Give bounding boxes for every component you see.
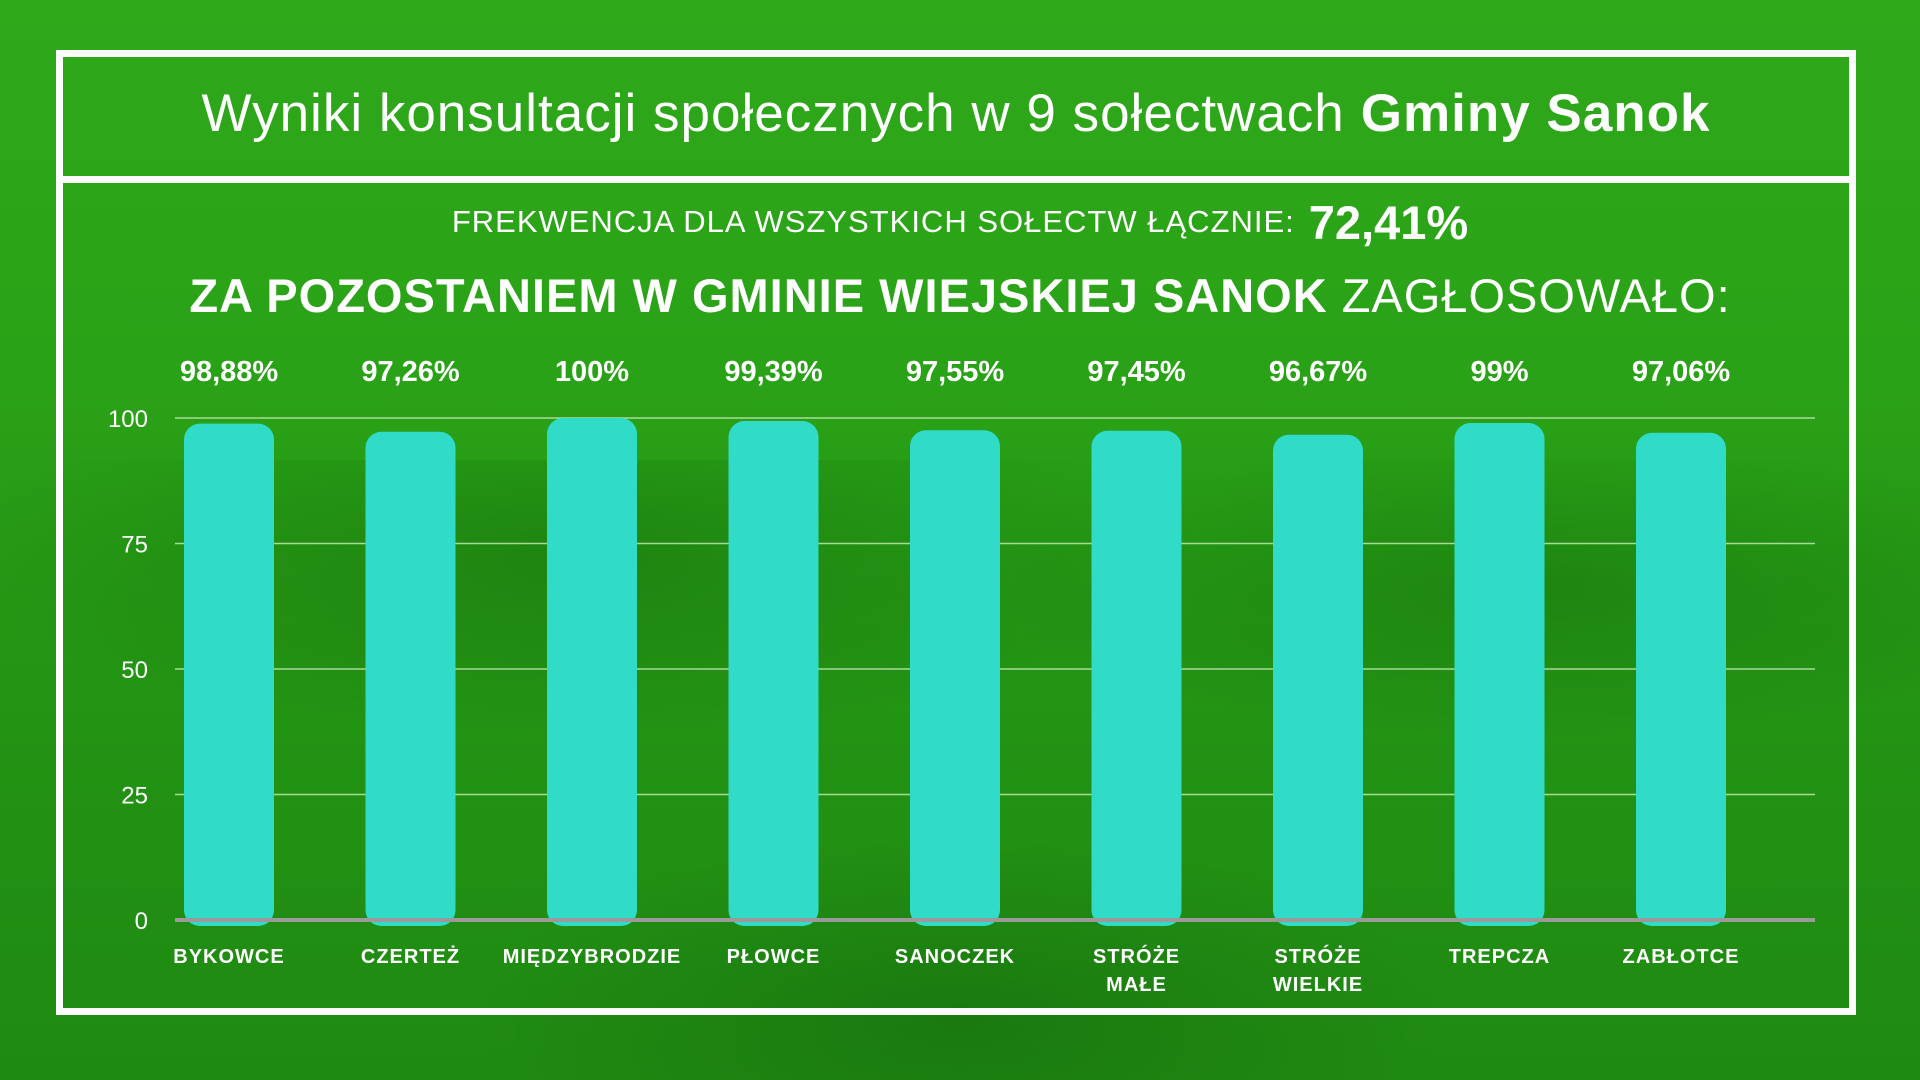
data-label: 97,06% bbox=[1632, 356, 1731, 388]
x-tick-label: ZABŁOTCE bbox=[1623, 946, 1740, 968]
y-tick-label: 75 bbox=[121, 532, 148, 559]
x-tick-label: STRÓŻE bbox=[1093, 944, 1180, 968]
outer-frame bbox=[56, 50, 1856, 1015]
turnout-line: FREKWENCJA DLA WSZYSTKICH SOŁECTW ŁĄCZNI… bbox=[0, 192, 1920, 252]
x-tick-label: MAŁE bbox=[1106, 974, 1167, 996]
data-label: 97,26% bbox=[361, 356, 460, 388]
y-tick-label: 100 bbox=[108, 406, 148, 433]
bar bbox=[1091, 430, 1182, 926]
bar bbox=[184, 423, 274, 926]
bar bbox=[1636, 432, 1726, 926]
x-tick-label: BYKOWCE bbox=[173, 946, 284, 968]
bar bbox=[365, 431, 456, 926]
x-tick-label: SANOCZEK bbox=[895, 946, 1015, 968]
turnout-value: 72,41% bbox=[1308, 195, 1469, 249]
data-label: 96,67% bbox=[1269, 356, 1368, 388]
bar bbox=[728, 421, 819, 926]
title-bold: Gminy Sanok bbox=[1360, 83, 1711, 143]
data-label: 100% bbox=[555, 356, 629, 388]
bar bbox=[910, 430, 1000, 926]
y-tick-label: 50 bbox=[121, 657, 148, 684]
bar bbox=[1273, 434, 1363, 926]
headline-bold: ZA POZOSTANIEM W GMINIE WIEJSKIEJ SANOK bbox=[189, 268, 1328, 322]
headline-regular: ZAGŁOSOWAŁO: bbox=[1341, 268, 1731, 322]
data-label: 98,88% bbox=[180, 356, 279, 388]
x-tick-label: WIELKIE bbox=[1273, 974, 1363, 996]
bar bbox=[1454, 423, 1545, 926]
x-tick-label: PŁOWCE bbox=[727, 946, 821, 968]
x-tick-label: TREPCZA bbox=[1449, 946, 1550, 968]
y-tick-label: 25 bbox=[121, 783, 148, 810]
x-tick-label: CZERTEŻ bbox=[361, 945, 460, 968]
title-regular: Wyniki konsultacji społecznych w 9 sołec… bbox=[201, 83, 1345, 143]
headline: ZA POZOSTANIEM W GMINIE WIEJSKIEJ SANOK … bbox=[0, 262, 1920, 328]
bar bbox=[547, 418, 637, 926]
data-label: 97,55% bbox=[906, 356, 1005, 388]
data-label: 99% bbox=[1470, 356, 1528, 388]
y-tick-label: 0 bbox=[135, 908, 148, 935]
x-tick-label: STRÓŻE bbox=[1274, 944, 1361, 968]
data-label: 97,45% bbox=[1087, 356, 1186, 388]
x-tick-label: MIĘDZYBRODZIE bbox=[503, 946, 682, 968]
turnout-label: FREKWENCJA DLA WSZYSTKICH SOŁECTW ŁĄCZNI… bbox=[451, 204, 1295, 239]
title-banner: Wyniki konsultacji społecznych w 9 sołec… bbox=[56, 50, 1856, 183]
data-label: 99,39% bbox=[724, 356, 823, 388]
